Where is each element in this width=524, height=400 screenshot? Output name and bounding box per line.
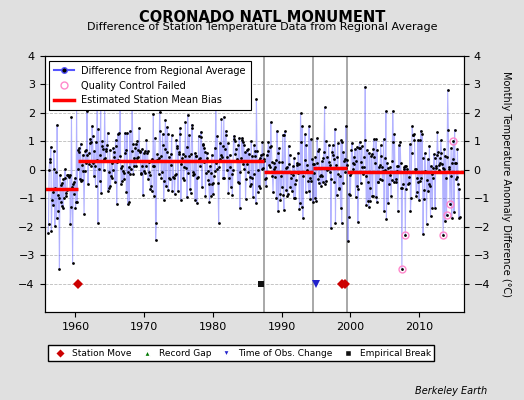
Text: CORONADO NATL MONUMENT: CORONADO NATL MONUMENT (139, 10, 385, 25)
Legend: Station Move, Record Gap, Time of Obs. Change, Empirical Break: Station Move, Record Gap, Time of Obs. C… (48, 345, 434, 362)
Text: Difference of Station Temperature Data from Regional Average: Difference of Station Temperature Data f… (87, 22, 437, 32)
Text: Berkeley Earth: Berkeley Earth (415, 386, 487, 396)
Y-axis label: Monthly Temperature Anomaly Difference (°C): Monthly Temperature Anomaly Difference (… (501, 71, 511, 297)
Legend: Difference from Regional Average, Quality Control Failed, Estimated Station Mean: Difference from Regional Average, Qualit… (49, 61, 251, 110)
